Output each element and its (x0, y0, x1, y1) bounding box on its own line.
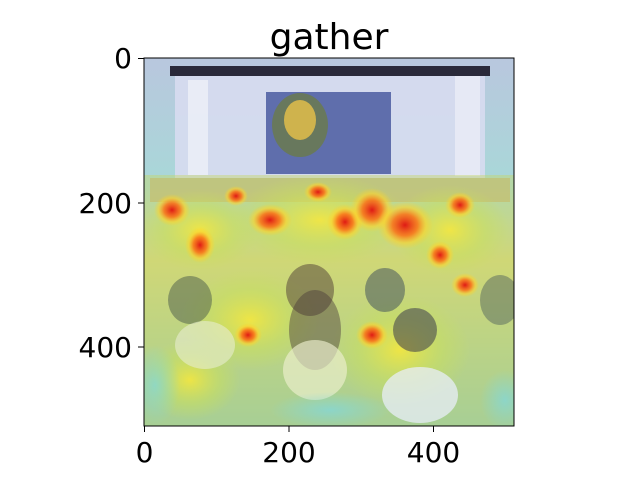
heatmap-image (144, 58, 514, 426)
y-tick-label: 200 (79, 187, 132, 220)
plot-title: gather (270, 17, 389, 58)
x-tick-label: 0 (136, 436, 154, 469)
axes-frame (143, 57, 515, 427)
y-tick-label: 400 (79, 331, 132, 364)
x-axis: 0 200 400 (136, 426, 460, 469)
y-axis: 0 200 400 (79, 42, 144, 364)
y-tick-label: 0 (114, 42, 132, 75)
x-tick-label: 400 (407, 436, 460, 469)
x-tick-label: 200 (262, 436, 315, 469)
